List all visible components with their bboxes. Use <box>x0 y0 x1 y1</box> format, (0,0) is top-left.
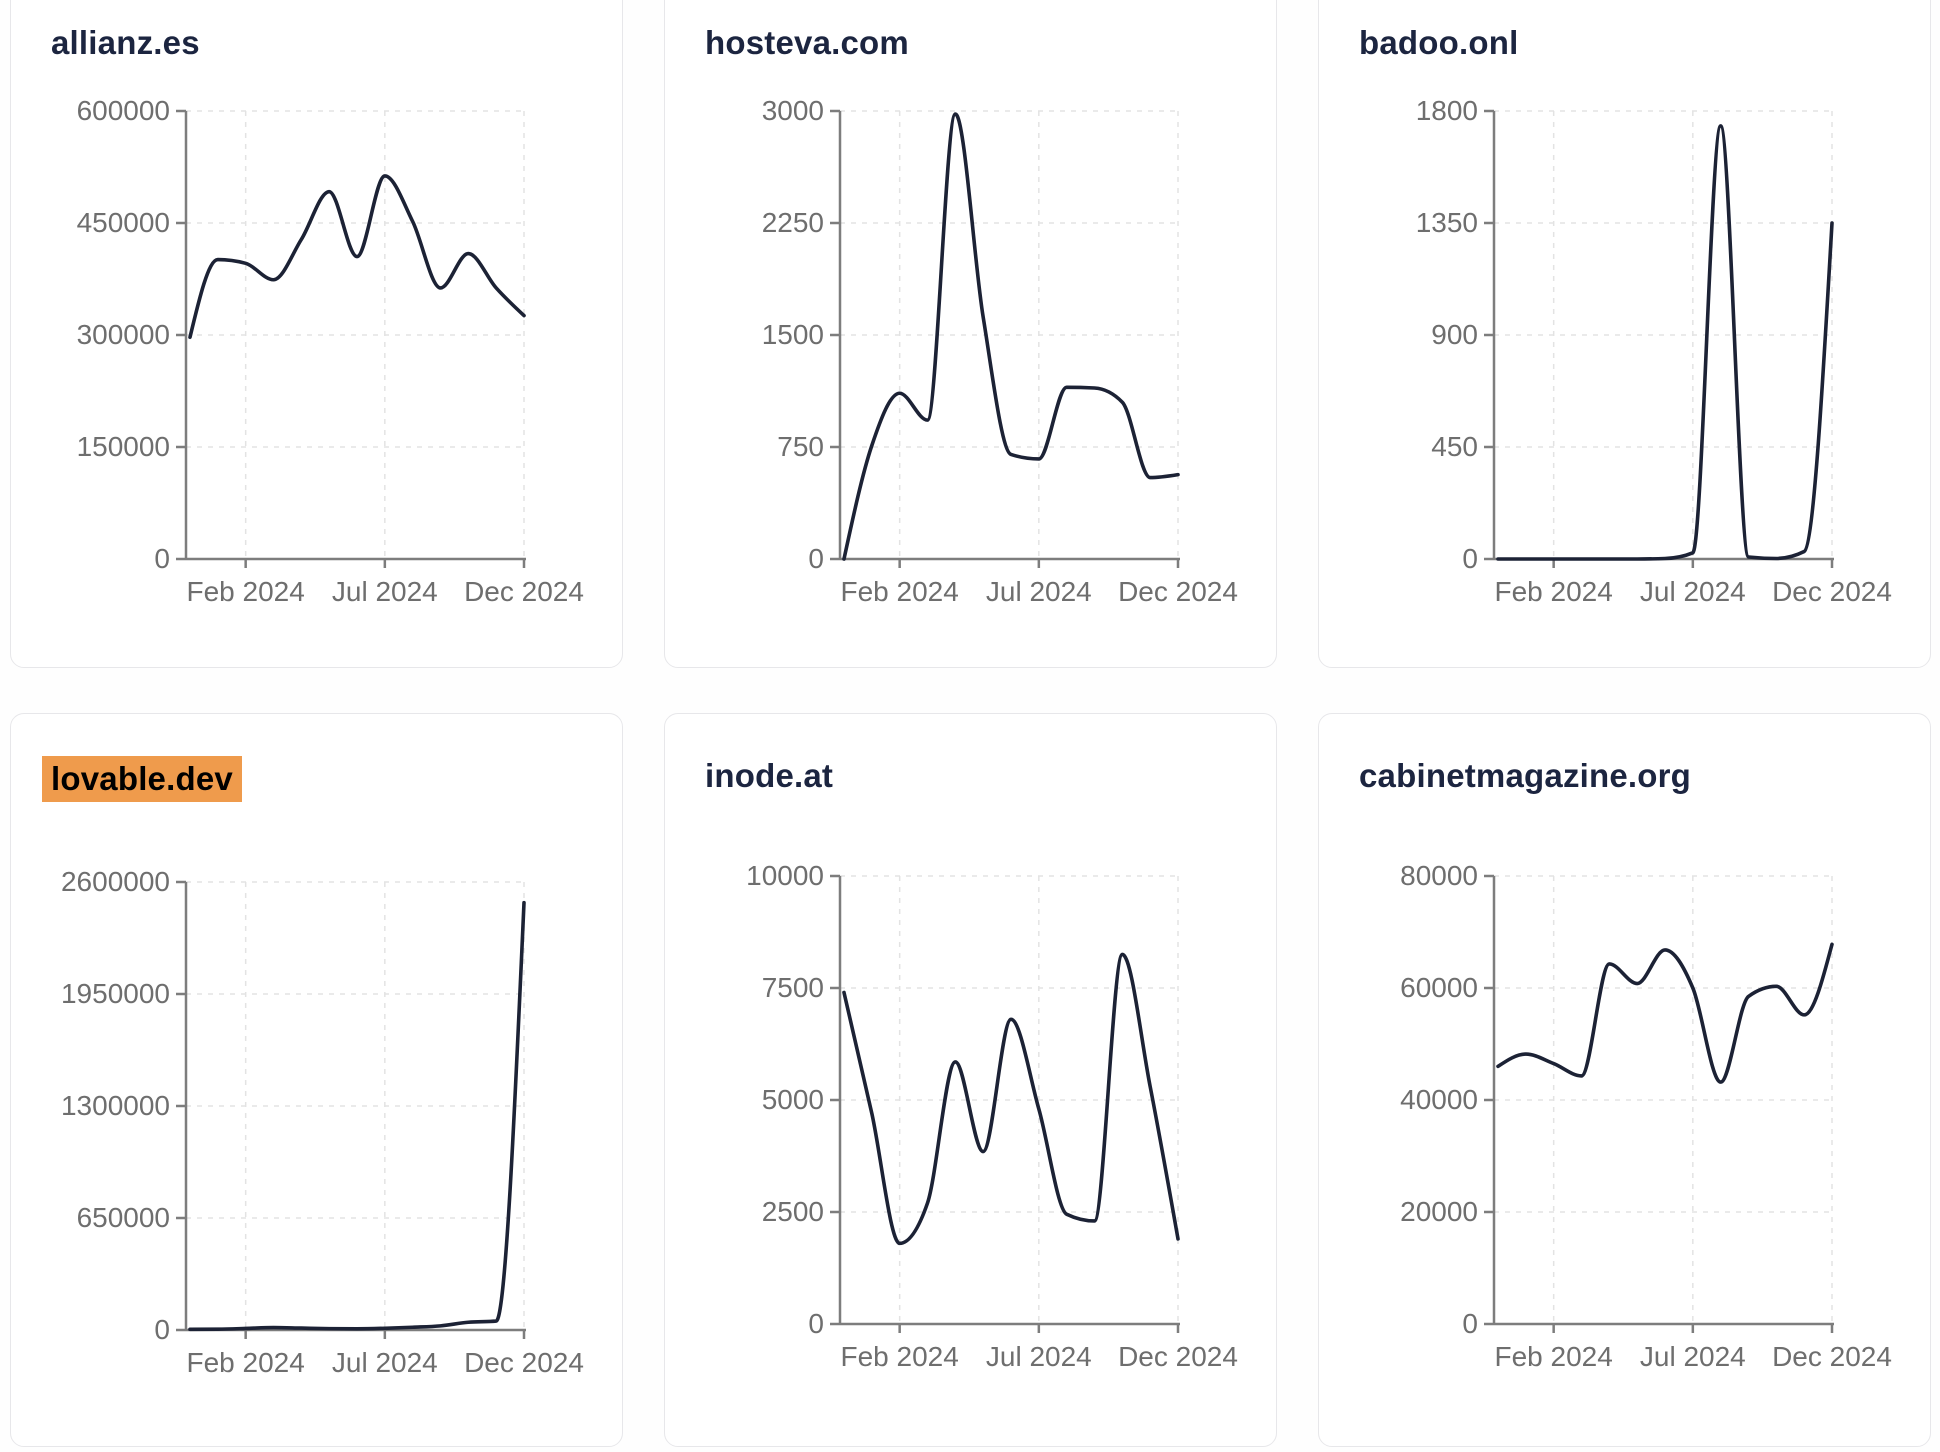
chart-area: 0 150000 300000 450000 600000 Feb 2024 Jul 202… <box>51 71 596 623</box>
x-tick-label: Jul 2024 <box>332 576 438 607</box>
trend-line <box>842 112 1180 561</box>
x-axis <box>186 557 526 568</box>
gridlines <box>840 875 1180 1324</box>
x-tick-label: Dec 2024 <box>464 1347 584 1378</box>
x-tick-label: Jul 2024 <box>986 1341 1092 1372</box>
chart-title: cabinetmagazine.org <box>1359 757 1692 794</box>
x-axis <box>840 557 1180 568</box>
y-tick-label: 600000 <box>77 95 170 126</box>
chart-title: hosteva.com <box>705 24 909 61</box>
x-tick-label: Dec 2024 <box>1772 576 1892 607</box>
y-tick-label: 450 <box>1431 431 1478 462</box>
y-tick-label: 0 <box>808 1308 824 1339</box>
y-axis <box>1484 874 1496 1326</box>
x-tick-label: Dec 2024 <box>464 576 584 607</box>
x-tick-label: Dec 2024 <box>1118 576 1238 607</box>
charts-grid: allianz.es 0 150000 300000 450000 600000 Feb 2… <box>10 0 1940 1447</box>
y-axis <box>830 874 842 1326</box>
gridlines <box>186 881 526 1330</box>
line-chart-svg: 0 650000 1300000 1950000 2600000 Feb 2024 Jul … <box>61 866 584 1378</box>
y-axis <box>1484 109 1496 561</box>
x-axis <box>840 1322 1180 1333</box>
line-chart-svg: 0 450 900 1350 1800 Feb 2024 Jul 2024 Dec 2024 <box>1416 95 1892 607</box>
chart-card-lovable-dev[interactable]: lovable.dev 0 650000 1300000 1950000 2600000 F… <box>10 713 623 1447</box>
y-tick-label: 80000 <box>1400 860 1478 891</box>
y-tick-label: 1350 <box>1416 207 1478 238</box>
y-tick-label: 3000 <box>762 95 824 126</box>
y-tick-label: 1950000 <box>61 978 170 1009</box>
y-tick-label: 150000 <box>77 431 170 462</box>
trend-line <box>842 952 1180 1246</box>
y-tick-label: 7500 <box>762 972 824 1003</box>
y-tick-label: 0 <box>1462 543 1478 574</box>
y-tick-label: 20000 <box>1400 1196 1478 1227</box>
gridlines <box>1494 875 1834 1324</box>
chart-title: allianz.es <box>51 24 200 61</box>
gridlines <box>186 110 526 559</box>
trend-line <box>188 900 526 1332</box>
x-tick-label: Feb 2024 <box>841 1341 959 1372</box>
y-tick-label: 0 <box>154 1314 170 1345</box>
chart-area: 0 650000 1300000 1950000 2600000 Feb 2024 Jul … <box>51 842 596 1394</box>
chart-title: inode.at <box>705 757 834 794</box>
chart-area: 0 2500 5000 7500 10000 Feb 2024 Jul 2024 Dec 20… <box>705 836 1250 1388</box>
chart-title: badoo.onl <box>1359 24 1519 61</box>
x-tick-label: Jul 2024 <box>332 1347 438 1378</box>
trend-line <box>188 174 526 340</box>
trend-line <box>1496 942 1834 1084</box>
x-tick-label: Feb 2024 <box>841 576 959 607</box>
y-tick-label: 0 <box>1462 1308 1478 1339</box>
y-tick-label: 300000 <box>77 319 170 350</box>
line-chart-svg: 0 2500 5000 7500 10000 Feb 2024 Jul 2024 Dec 20… <box>746 860 1238 1372</box>
x-tick-label: Jul 2024 <box>1640 1341 1746 1372</box>
chart-card-hosteva-com[interactable]: hosteva.com 0 750 1500 2250 3000 Feb 2024 Jul 2… <box>664 0 1277 668</box>
y-tick-label: 1800 <box>1416 95 1478 126</box>
x-tick-label: Feb 2024 <box>1495 1341 1613 1372</box>
chart-area: 0 20000 40000 60000 80000 Feb 2024 Jul 2024 Dec… <box>1359 836 1904 1388</box>
y-tick-label: 10000 <box>746 860 824 891</box>
y-tick-label: 2250 <box>762 207 824 238</box>
y-tick-label: 5000 <box>762 1084 824 1115</box>
y-tick-label: 0 <box>154 543 170 574</box>
y-tick-label: 750 <box>777 431 824 462</box>
chart-title-highlighted: lovable.dev <box>42 756 242 802</box>
y-axis <box>176 109 188 561</box>
y-axis <box>176 880 188 1332</box>
x-axis <box>186 1328 526 1339</box>
y-axis <box>830 109 842 561</box>
y-tick-label: 2600000 <box>61 866 170 897</box>
y-tick-label: 1500 <box>762 319 824 350</box>
x-tick-label: Feb 2024 <box>1495 576 1613 607</box>
y-tick-label: 1300000 <box>61 1090 170 1121</box>
line-chart-svg: 0 150000 300000 450000 600000 Feb 2024 Jul 202… <box>77 95 584 607</box>
x-tick-label: Jul 2024 <box>986 576 1092 607</box>
y-tick-label: 40000 <box>1400 1084 1478 1115</box>
x-axis <box>1494 1322 1834 1333</box>
chart-card-badoo-onl[interactable]: badoo.onl 0 450 900 1350 1800 Feb 2024 Jul 2024… <box>1318 0 1931 668</box>
y-tick-label: 60000 <box>1400 972 1478 1003</box>
x-tick-label: Dec 2024 <box>1772 1341 1892 1372</box>
y-tick-label: 900 <box>1431 319 1478 350</box>
chart-card-allianz-es[interactable]: allianz.es 0 150000 300000 450000 600000 Feb 2… <box>10 0 623 668</box>
chart-area: 0 450 900 1350 1800 Feb 2024 Jul 2024 Dec 2024 <box>1359 71 1904 623</box>
chart-card-inode-at[interactable]: inode.at 0 2500 5000 7500 10000 Feb 2024 Jul 20… <box>664 713 1277 1447</box>
x-tick-label: Feb 2024 <box>187 1347 305 1378</box>
y-tick-label: 450000 <box>77 207 170 238</box>
chart-card-cabinetmagazine-org[interactable]: cabinetmagazine.org 0 20000 40000 60000 80000… <box>1318 713 1931 1447</box>
gridlines <box>1494 110 1834 559</box>
y-tick-label: 650000 <box>77 1202 170 1233</box>
x-tick-label: Dec 2024 <box>1118 1341 1238 1372</box>
x-tick-label: Feb 2024 <box>187 576 305 607</box>
x-tick-label: Jul 2024 <box>1640 576 1746 607</box>
chart-area: 0 750 1500 2250 3000 Feb 2024 Jul 2024 Dec 2024 <box>705 71 1250 623</box>
gridlines <box>840 110 1180 559</box>
y-tick-label: 0 <box>808 543 824 574</box>
trend-line <box>1496 124 1834 561</box>
y-tick-label: 2500 <box>762 1196 824 1227</box>
line-chart-svg: 0 20000 40000 60000 80000 Feb 2024 Jul 2024 Dec… <box>1400 860 1892 1372</box>
line-chart-svg: 0 750 1500 2250 3000 Feb 2024 Jul 2024 Dec 2024 <box>762 95 1238 607</box>
